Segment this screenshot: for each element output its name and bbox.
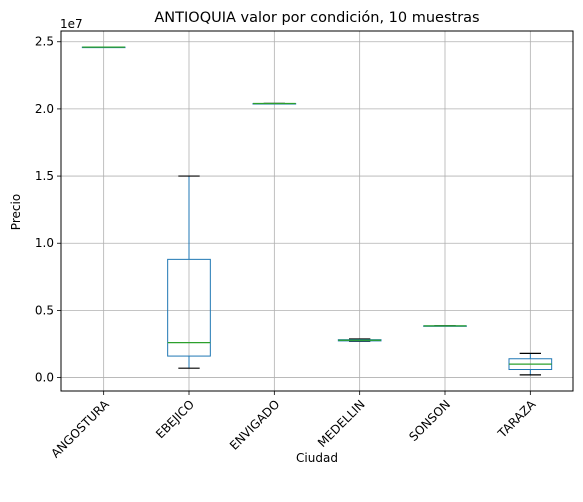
y-axis-offset-label: 1e7 <box>60 17 83 31</box>
y-tick-label: 1.0 <box>35 236 54 250</box>
ticks-layer: 0.0 0.5 1.0 1.5 2.0 2.5 ANGOSTURA EBEJICO ENVIGA… <box>35 35 539 461</box>
box-envigado <box>252 102 297 105</box>
y-tick-label: 2.0 <box>35 102 54 116</box>
x-tick-label: ENVIGADO <box>227 397 283 453</box>
box-angostura <box>81 46 126 49</box>
box-medellin <box>337 338 382 342</box>
iqr-box <box>167 258 211 357</box>
box-sonson <box>423 325 467 327</box>
y-tick-label: 0.5 <box>35 303 54 317</box>
y-tick-label: 2.5 <box>35 35 54 49</box>
x-tick-label: TARAZA <box>495 397 539 441</box>
y-axis-label: Precio <box>9 194 23 230</box>
y-tick-label: 0.0 <box>35 371 54 385</box>
x-tick-label: MEDELLIN <box>315 397 368 450</box>
box-taraza <box>508 352 553 376</box>
x-tick-label: SONSON <box>406 397 453 444</box>
x-axis-label: Ciudad <box>296 451 338 465</box>
x-tick-label: EBEJICO <box>153 397 197 441</box>
x-tick-label: ANGOSTURA <box>48 397 112 461</box>
boxes-layer <box>81 46 553 376</box>
box-ebejico <box>167 175 211 369</box>
chart-title: ANTIOQUIA valor por condición, 10 muestr… <box>154 10 479 26</box>
grid-layer <box>61 31 573 391</box>
y-tick-label: 1.5 <box>35 169 54 183</box>
axes-frame <box>60 30 574 392</box>
